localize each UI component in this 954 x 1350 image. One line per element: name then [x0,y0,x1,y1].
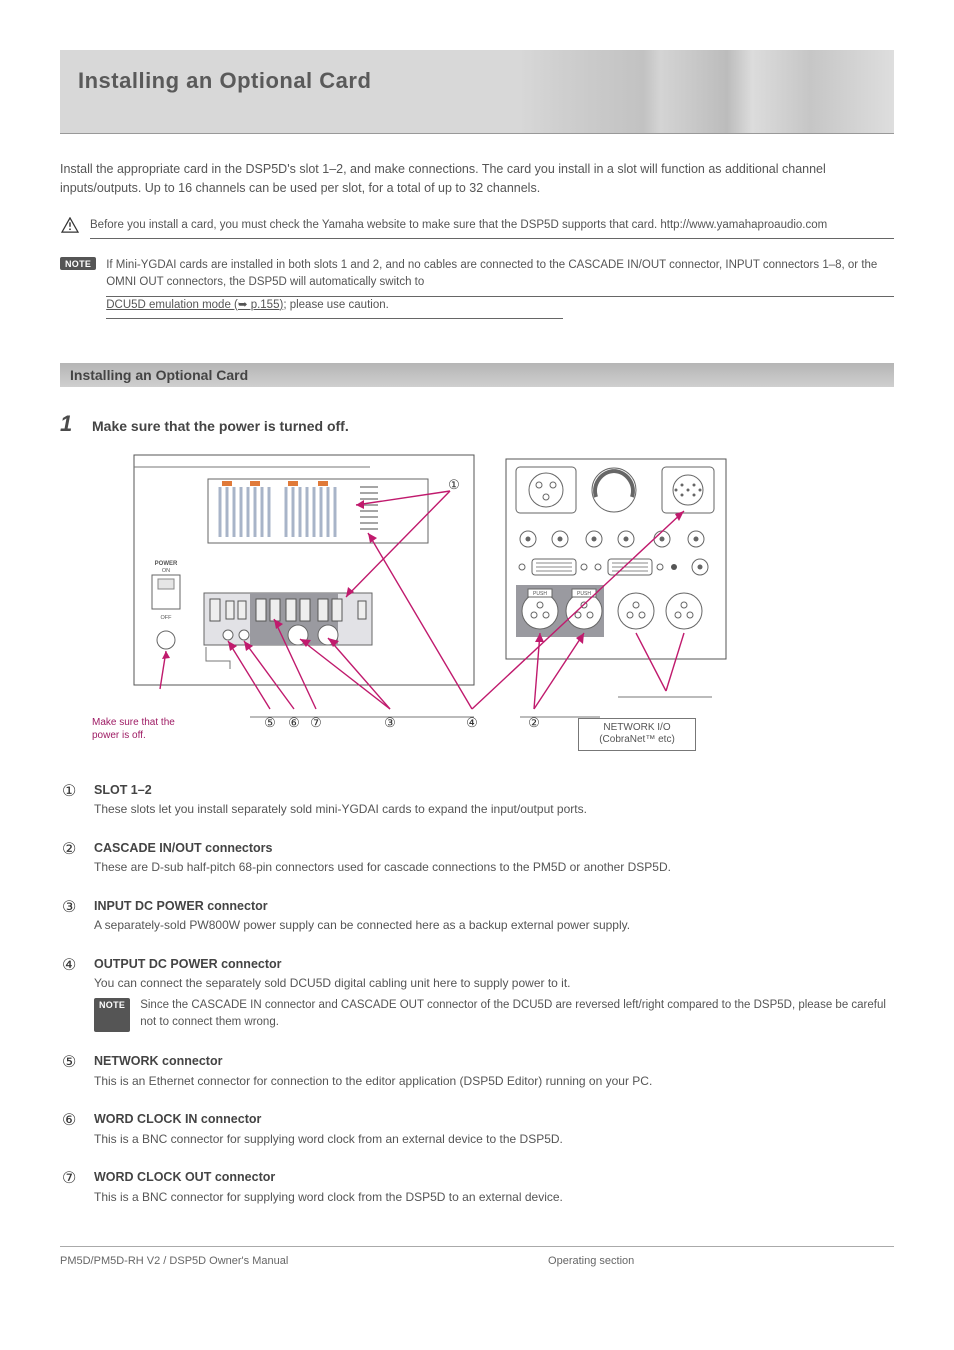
svg-text:④: ④ [466,715,478,730]
top-note-line1: If Mini-YGDAI cards are installed in bot… [106,257,894,297]
item-3: ③ INPUT DC POWER connector A separately-… [62,897,894,935]
item-num-7: ⑦ [62,1168,82,1206]
item-num-3: ③ [62,897,82,935]
network-io-label: NETWORK I/O (CobraNet™ etc) [578,718,696,751]
item-3-title: INPUT DC POWER connector [94,899,268,913]
item-2: ② CASCADE IN/OUT connectors These are D-… [62,839,894,877]
item-num-2: ② [62,839,82,877]
item-list: ① SLOT 1–2 These slots let you install s… [62,781,894,1206]
item-num-6: ⑥ [62,1110,82,1148]
page-footer: PM5D/PM5D-RH V2 / DSP5D Owner's Manual O… [60,1246,894,1267]
item-num-5: ⑤ [62,1052,82,1090]
item-1-body: These slots let you install separately s… [94,802,587,816]
device-diagram: POWER ON OFF [100,447,742,747]
page-title: Installing an Optional Card [78,68,371,94]
section-title-bar: Installing an Optional Card [60,363,894,387]
item-4-note-text: Since the CASCADE IN connector and CASCA… [140,997,894,1033]
footer-left: PM5D/PM5D-RH V2 / DSP5D Owner's Manual [60,1255,288,1267]
page: Installing an Optional Card Install the … [0,0,954,1307]
item-4-title: OUTPUT DC POWER connector [94,957,282,971]
item-4-note: NOTE Since the CASCADE IN connector and … [94,997,894,1033]
svg-text:⑤: ⑤ [264,715,276,730]
item-3-body: A separately-sold PW800W power supply ca… [94,918,630,932]
step-number: 1 [60,411,78,437]
svg-text:①: ① [448,477,460,492]
item-1: ① SLOT 1–2 These slots let you install s… [62,781,894,819]
svg-text:⑥: ⑥ [288,715,300,730]
item-7-body: This is a BNC connector for supplying wo… [94,1190,563,1204]
top-note-line2: DCU5D emulation mode (➥ p.155); please u… [106,297,563,319]
item-7-title: WORD CLOCK OUT connector [94,1170,275,1184]
item-7: ⑦ WORD CLOCK OUT connector This is a BNC… [62,1168,894,1206]
note-badge: NOTE [60,257,96,270]
caution-row: Before you install a card, you must chec… [60,217,894,239]
power-off-caption: Make sure that the power is off. [92,716,192,742]
item-5-title: NETWORK connector [94,1054,222,1068]
item-5-body: This is an Ethernet connector for connec… [94,1074,652,1088]
note-icon: NOTE [60,257,96,270]
item-6: ⑥ WORD CLOCK IN connector This is a BNC … [62,1110,894,1148]
top-note-row: NOTE If Mini-YGDAI cards are installed i… [60,257,894,319]
svg-text:POWER: POWER [155,561,178,567]
item-2-body: These are D-sub half-pitch 68-pin connec… [94,860,671,874]
svg-text:PUSH: PUSH [533,591,547,597]
svg-text:③: ③ [384,715,396,730]
note-badge-inline: NOTE [94,998,130,1033]
step-title: Make sure that the power is turned off. [92,418,349,434]
footer-center: Operating section [548,1255,634,1267]
step-1-row: 1 Make sure that the power is turned off… [60,411,894,437]
svg-text:PUSH: PUSH [577,591,591,597]
svg-text:②: ② [528,715,540,730]
item-4: ④ OUTPUT DC POWER connector You can conn… [62,955,894,1033]
top-note-link[interactable]: DCU5D emulation mode (➥ p.155) [106,299,283,311]
svg-text:⑦: ⑦ [310,715,322,730]
intro-paragraph: Install the appropriate card in the DSP5… [60,160,894,199]
item-num-1: ① [62,781,82,819]
item-6-title: WORD CLOCK IN connector [94,1112,261,1126]
item-num-4: ④ [62,955,82,1033]
item-4-body: You can connect the separately sold DCU5… [94,976,571,990]
svg-text:ON: ON [162,568,170,574]
caution-icon [60,217,80,233]
item-2-title: CASCADE IN/OUT connectors [94,841,273,855]
svg-text:OFF: OFF [161,615,173,621]
item-6-body: This is a BNC connector for supplying wo… [94,1132,563,1146]
item-1-title: SLOT 1–2 [94,783,152,797]
item-5: ⑤ NETWORK connector This is an Ethernet … [62,1052,894,1090]
header-banner: Installing an Optional Card [60,50,894,134]
caution-text: Before you install a card, you must chec… [90,217,894,239]
